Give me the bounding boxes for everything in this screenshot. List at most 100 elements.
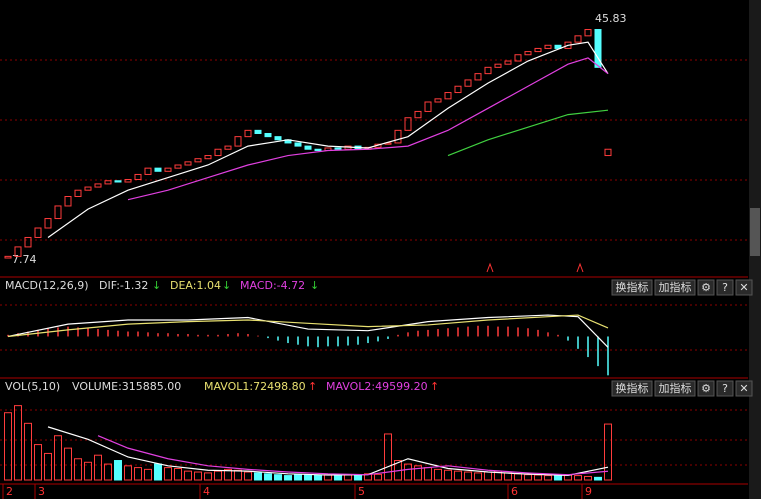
button-label[interactable]: ⚙ [701, 382, 711, 395]
button-bg[interactable] [654, 380, 696, 397]
candle-up [534, 47, 542, 53]
volume-bar [174, 467, 182, 481]
dif-label: DIF:-1.32 [99, 279, 148, 292]
candle-up [414, 110, 422, 119]
button-bg[interactable] [735, 380, 753, 397]
volume-bar [64, 447, 72, 481]
button-bg[interactable] [654, 279, 696, 296]
button-label[interactable]: 加指标 [659, 381, 692, 395]
button-label[interactable]: 加指标 [659, 280, 692, 294]
toolbar-button[interactable]: 换指标 [611, 279, 653, 296]
button-bg[interactable] [735, 279, 753, 296]
candle-up [164, 167, 172, 172]
candle-up [454, 85, 462, 94]
volume-bar [434, 468, 442, 481]
candle-up [484, 66, 492, 75]
candle-up [134, 173, 142, 180]
candle-up [504, 60, 512, 65]
volume-bar [604, 423, 612, 481]
button-label[interactable]: ? [722, 382, 728, 395]
volume-bar [544, 475, 552, 481]
volume-bar [384, 433, 392, 481]
candle-up [444, 92, 452, 100]
volume-bar [304, 474, 312, 481]
volume-bar [354, 474, 362, 481]
button-label[interactable]: ✕ [739, 281, 748, 294]
candle-up [574, 35, 582, 43]
volume-bar [294, 474, 302, 481]
volume-ma-line [47, 426, 609, 476]
volume-bar [184, 470, 192, 481]
button-bg[interactable] [611, 380, 653, 397]
volume-bar [374, 473, 382, 481]
candle-up [494, 63, 502, 68]
toolbar-button[interactable]: ✕ [735, 279, 753, 296]
volume-bar [194, 471, 202, 481]
toolbar-button[interactable]: ⚙ [697, 279, 715, 296]
macd-label: MACD:-4.72 [240, 279, 305, 292]
button-bg[interactable] [697, 279, 715, 296]
candle-down [554, 44, 562, 49]
ma-line [127, 57, 609, 201]
toolbar-button[interactable]: 换指标 [611, 380, 653, 397]
volume-bar [414, 465, 422, 481]
candle-down [274, 136, 282, 141]
month-label: 4 [203, 485, 210, 498]
candle-up [24, 236, 32, 248]
toolbar-button[interactable]: ⚙ [697, 380, 715, 397]
mavol1-arrow: ↑ [308, 380, 317, 393]
button-bg[interactable] [716, 380, 734, 397]
volume-bar [14, 405, 22, 481]
volume-bar [134, 467, 142, 481]
volume-ma-line [97, 435, 609, 476]
volume-bar [264, 473, 272, 481]
ma-line [47, 41, 609, 238]
button-label[interactable]: 换指标 [616, 381, 649, 395]
candle-down [264, 132, 272, 138]
button-bg[interactable] [611, 279, 653, 296]
mavol2-arrow: ↑ [430, 380, 439, 393]
candle-up [34, 227, 42, 238]
volume-bar [574, 475, 582, 481]
toolbar-button[interactable]: ? [716, 380, 734, 397]
candle-down [254, 129, 262, 134]
candle-up [224, 145, 232, 150]
volume-bar [284, 475, 292, 481]
candle-up [54, 205, 62, 220]
candle-up [514, 54, 522, 62]
candle-up [464, 79, 472, 87]
button-label[interactable]: 换指标 [616, 280, 649, 294]
candle-up [424, 101, 432, 112]
toolbar-button[interactable]: 加指标 [654, 380, 696, 397]
price-high-label: 45.83 [595, 12, 627, 25]
panel-borders [0, 276, 748, 485]
volume-bar [44, 452, 52, 481]
candle-down [114, 180, 122, 183]
button-label[interactable]: ✕ [739, 382, 748, 395]
volume-bar [54, 435, 62, 481]
toolbar-button[interactable]: ? [716, 279, 734, 296]
scroll-thumb[interactable] [750, 208, 760, 256]
volume-bar [144, 468, 152, 481]
button-bg[interactable] [716, 279, 734, 296]
macd-line [7, 314, 609, 348]
toolbar-button[interactable]: ✕ [735, 380, 753, 397]
toolbar-button[interactable]: 加指标 [654, 279, 696, 296]
candle-down [294, 142, 302, 147]
candle-up [104, 180, 112, 185]
button-label[interactable]: ⚙ [701, 281, 711, 294]
candle-up [4, 255, 12, 259]
candle-up [44, 218, 52, 229]
macd-arrow: ↓ [310, 279, 319, 292]
candle-up [64, 196, 72, 207]
month-label: 5 [358, 485, 365, 498]
volume-bar [364, 473, 372, 481]
candle-up [94, 183, 102, 188]
button-label[interactable]: ? [722, 281, 728, 294]
volume-label: VOLUME:315885.00 [72, 380, 181, 393]
button-bg[interactable] [697, 380, 715, 397]
volume-bar [314, 474, 322, 481]
volume-bar [444, 469, 452, 481]
